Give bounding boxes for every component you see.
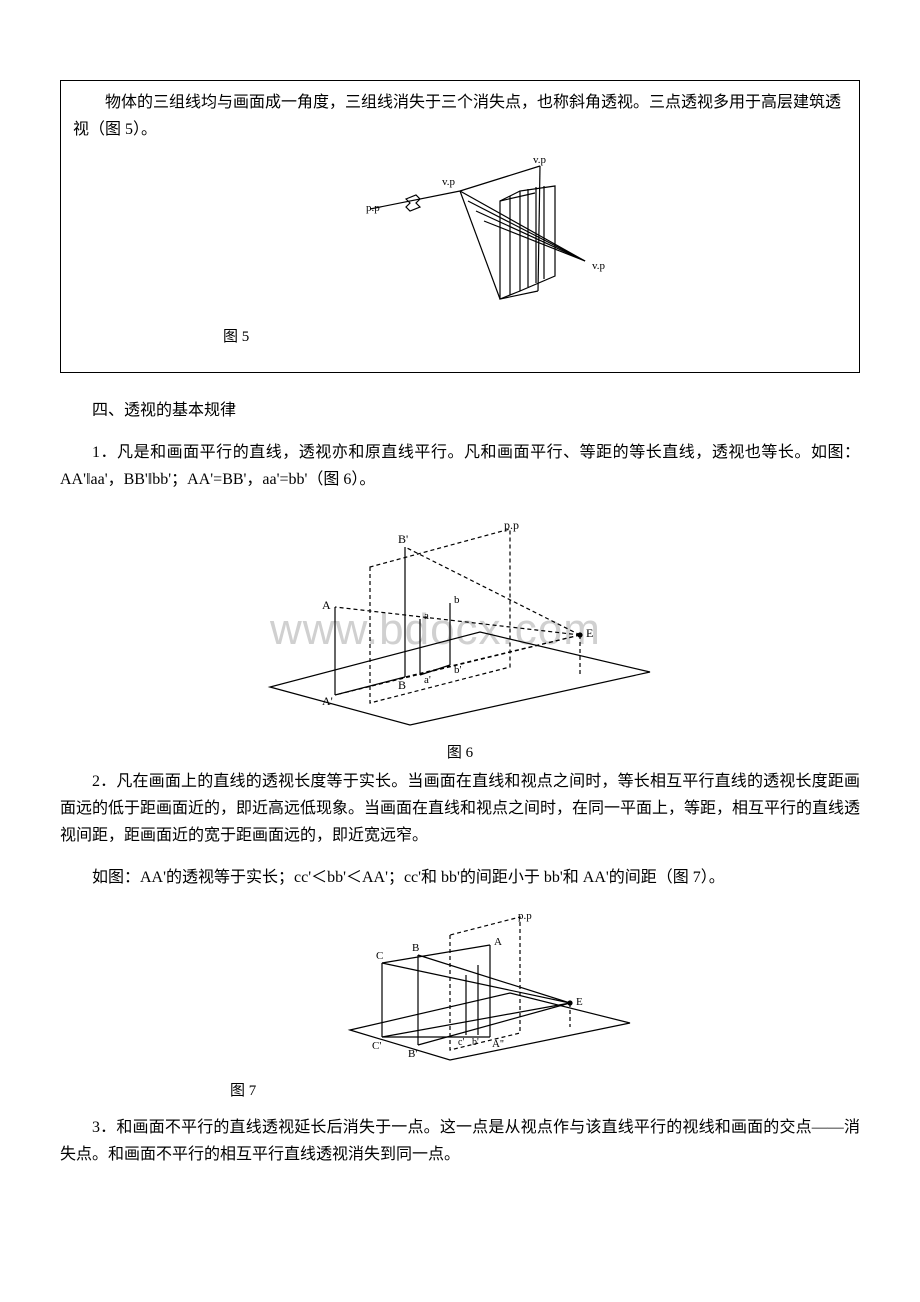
- label-ap: a': [424, 674, 431, 686]
- label-pp7: p.p: [518, 910, 532, 922]
- label-b: b: [454, 594, 460, 606]
- boxed-section: 物体的三组线均与画面成一角度，三组线消失于三个消失点，也称斜角透视。三点透视多用…: [60, 80, 860, 373]
- boxed-para: 物体的三组线均与画面成一角度，三组线消失于三个消失点，也称斜角透视。三点透视多用…: [73, 89, 847, 143]
- rule-3: 3．和画面不平行的直线透视延长后消失于一点。这一点是从视点作与该直线平行的视线和…: [60, 1114, 860, 1168]
- document-content: 物体的三组线均与画面成一角度，三组线消失于三个消失点，也称斜角透视。三点透视多用…: [60, 80, 860, 1168]
- label-E: E: [586, 626, 593, 640]
- label-A: A: [322, 598, 331, 612]
- label-bp7: b': [472, 1037, 479, 1048]
- fig7-caption: 图 7: [230, 1079, 860, 1100]
- label-B7: B: [412, 942, 419, 954]
- fig5-caption: 图 5: [223, 325, 847, 346]
- rule-1: 1．凡是和画面平行的直线，透视亦和原直线平行。凡和画面平行、等距的等长直线，透视…: [60, 439, 860, 493]
- label-Bp7: B': [408, 1048, 417, 1060]
- label-vp-left: v.p: [442, 176, 456, 188]
- label-App: A'': [492, 1038, 504, 1050]
- figure-6: E p.p A A' B' B a a' b b': [60, 507, 860, 762]
- label-Bp: B': [398, 532, 408, 546]
- label-cp7: c': [458, 1037, 464, 1048]
- label-E7: E: [576, 996, 583, 1008]
- label-a: a: [424, 610, 429, 622]
- label-vp-right: v.p: [592, 260, 606, 272]
- figure-7: p.p C C' B B' A A'' c' b' E: [120, 905, 860, 1100]
- label-Cp: C': [372, 1040, 381, 1052]
- rule-2b: 如图：AA'的透视等于实长；cc'＜bb'＜AA'；cc'和 bb'的间距小于 …: [60, 864, 860, 891]
- label-A7: A: [494, 936, 502, 948]
- label-vp-top: v.p: [533, 154, 547, 166]
- label-Ap: A': [322, 694, 333, 708]
- section-4-title: 四、透视的基本规律: [60, 397, 860, 424]
- label-B: B: [398, 678, 406, 692]
- fig6-caption: 图 6: [60, 741, 860, 762]
- label-C: C: [376, 950, 383, 962]
- label-pp6: p.p: [504, 518, 519, 532]
- rule-2: 2．凡在画面上的直线的透视长度等于实长。当画面在直线和视点之间时，等长相互平行直…: [60, 768, 860, 850]
- figure-5: v.p v.p v.p p.p: [133, 151, 847, 346]
